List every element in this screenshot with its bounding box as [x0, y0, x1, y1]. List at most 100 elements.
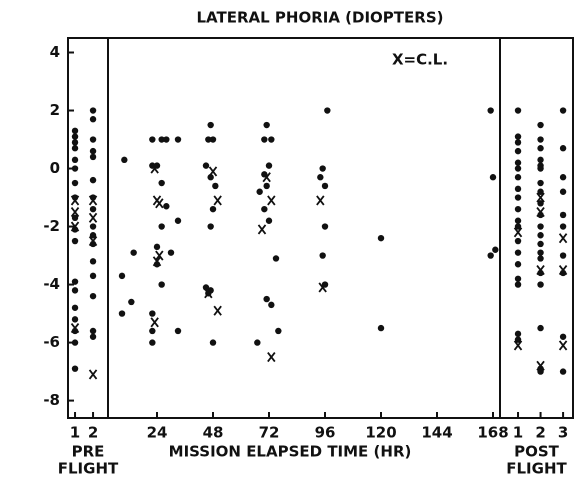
x-tick-label: 48 [203, 424, 224, 442]
dot-point [514, 223, 522, 230]
y-tick-label: -4 [43, 275, 60, 293]
dot-point [559, 107, 567, 114]
y-tick-label: -8 [43, 391, 60, 409]
dot-point [487, 252, 494, 259]
dot-point [89, 107, 97, 114]
dot-point [71, 179, 79, 187]
dot-point [559, 211, 567, 219]
x-tick-label: 120 [365, 424, 396, 442]
dot-point [514, 174, 522, 181]
dot-point [514, 217, 522, 224]
dot-point [514, 147, 522, 155]
dot-point [514, 249, 522, 256]
dot-point [89, 232, 97, 239]
legend-note: X=C.L. [392, 51, 448, 69]
dot-point [149, 310, 156, 317]
dot-point [209, 136, 217, 143]
dot-point [514, 165, 522, 172]
dot-point [209, 339, 217, 346]
cross-point [70, 195, 80, 206]
dot-point [121, 156, 128, 164]
cross-point [558, 233, 568, 244]
cross-point [150, 317, 159, 328]
dot-point [174, 136, 182, 143]
dot-point [89, 147, 97, 155]
cross-point [150, 163, 159, 174]
dot-point [71, 316, 79, 323]
dot-point [559, 188, 567, 195]
dot-point [89, 327, 97, 335]
cross-point [155, 198, 164, 209]
cross-point [513, 340, 523, 351]
dot-point [149, 327, 156, 335]
x-tick-label: 96 [315, 424, 336, 442]
x-axis-label: POST [514, 443, 560, 461]
x-axis-label: MISSION ELAPSED TIME (HR) [169, 443, 412, 461]
cross-point [316, 195, 325, 206]
dot-point [71, 287, 79, 294]
cross-point [536, 360, 545, 371]
dot-point [514, 336, 522, 343]
cross-point [204, 288, 213, 299]
dot-point [158, 136, 165, 143]
dot-point [321, 182, 329, 190]
dot-point [71, 365, 79, 372]
cross-point [536, 192, 545, 203]
dot-point [207, 174, 214, 181]
x-tick-label: 1 [70, 424, 80, 442]
dot-point [265, 217, 273, 224]
dot-point [265, 162, 273, 169]
dot-point [149, 136, 156, 143]
dot-point [514, 194, 522, 201]
cross-point [88, 369, 98, 380]
dot-point [71, 304, 79, 311]
dot-point [89, 136, 97, 143]
dot-point [559, 145, 567, 152]
dot-point [537, 240, 544, 248]
y-tick-label: 0 [50, 159, 60, 177]
dot-point [514, 237, 522, 245]
dot-point [537, 156, 544, 164]
dot-point [514, 185, 522, 193]
cross-point [536, 206, 545, 218]
cross-point [558, 265, 568, 276]
dot-point [89, 272, 97, 280]
dot-point [537, 249, 544, 256]
dot-point [71, 339, 79, 346]
y-tick-label: -2 [43, 217, 60, 235]
cross-point [155, 250, 164, 261]
dot-point [537, 223, 544, 230]
dot-point [377, 324, 385, 332]
dot-point [71, 156, 79, 164]
dot-point [207, 223, 214, 230]
dot-point [537, 165, 544, 172]
dot-point [202, 284, 210, 291]
dot-point [537, 136, 544, 143]
dot-point [268, 136, 275, 143]
cross-point [318, 282, 327, 293]
cross-point [70, 323, 80, 334]
dot-point [514, 275, 522, 282]
dot-point [118, 310, 126, 317]
x-tick-label: 168 [477, 424, 508, 442]
dot-point [275, 327, 282, 335]
dot-point [489, 174, 497, 181]
dot-point [205, 136, 212, 143]
dot-point [537, 145, 544, 152]
dot-point [256, 188, 263, 195]
dot-point [537, 255, 544, 262]
dot-point [118, 272, 126, 280]
dot-point [492, 246, 499, 253]
cross-point [558, 340, 568, 351]
x-tick-label: 72 [259, 424, 280, 442]
dot-point [158, 281, 165, 288]
y-tick-label: 2 [50, 101, 60, 119]
dot-point [514, 159, 522, 166]
dot-point [149, 339, 156, 346]
dot-point [559, 174, 567, 181]
x-axis-label: PRE [72, 443, 105, 461]
x-tick-label: 2 [88, 424, 98, 442]
cross-point [267, 352, 276, 363]
dot-point [130, 249, 137, 256]
